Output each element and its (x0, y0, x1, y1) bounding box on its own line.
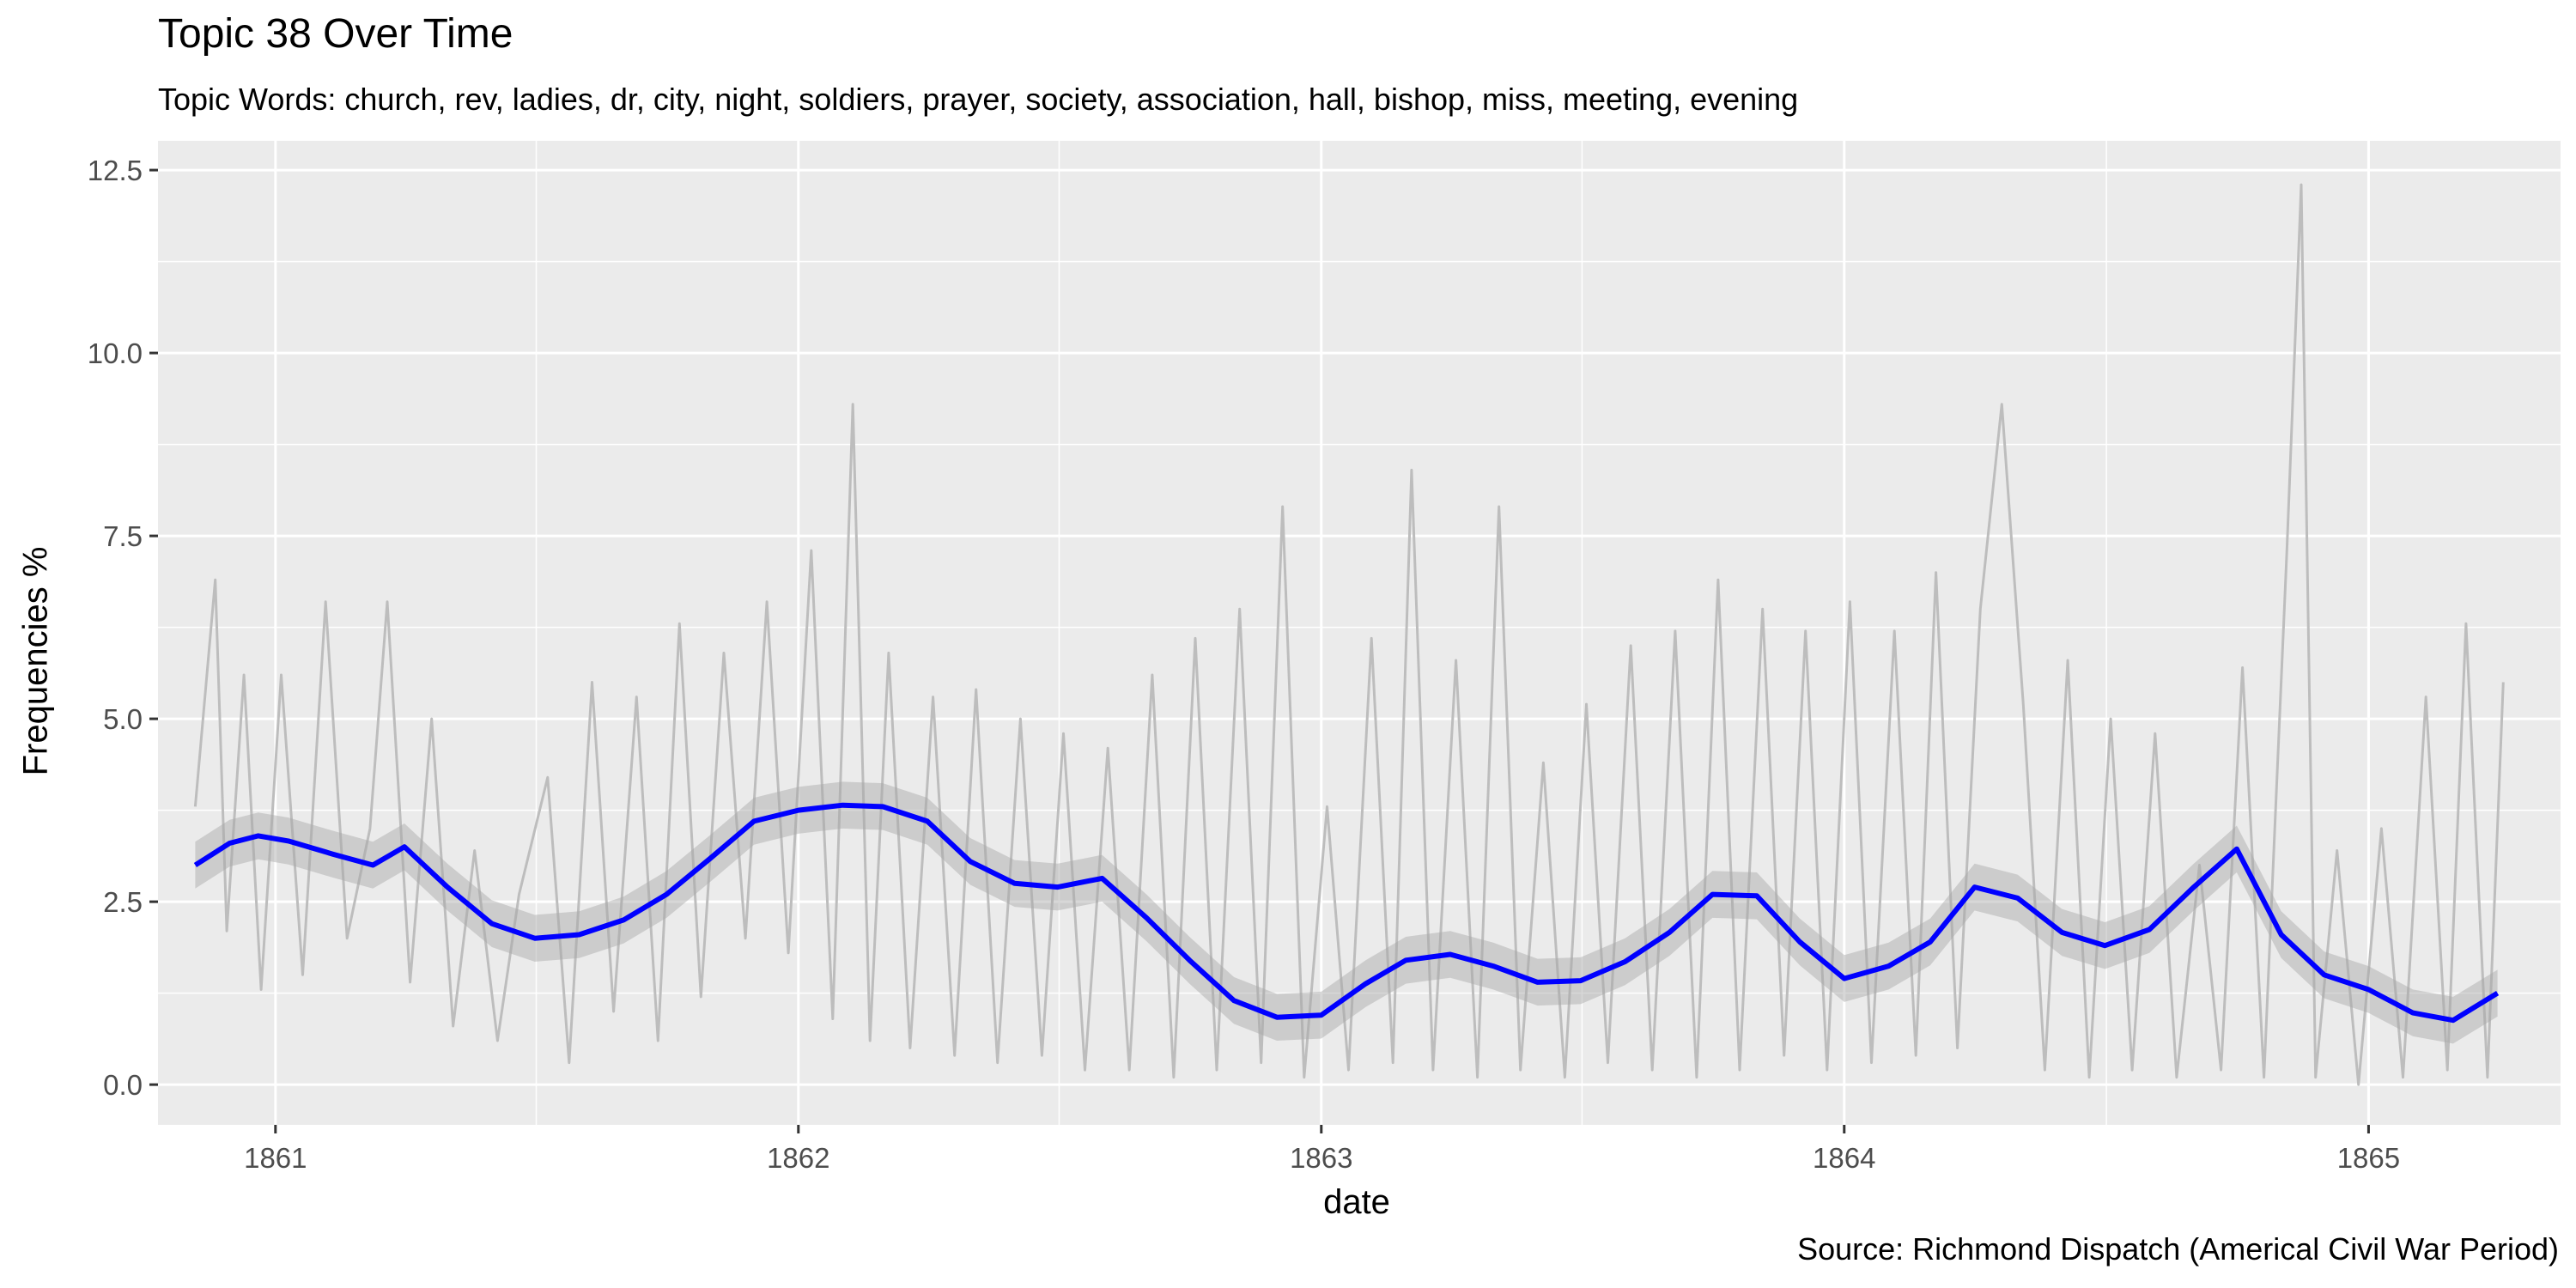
x-tick-label: 1863 (1290, 1142, 1352, 1174)
x-tick-label: 1864 (1813, 1142, 1875, 1174)
y-tick-label: 0.0 (103, 1069, 143, 1101)
x-axis-label: date (1323, 1183, 1390, 1221)
y-tick-label: 10.0 (88, 337, 143, 369)
y-tick-label: 2.5 (103, 886, 143, 918)
raw-series-line (193, 183, 2505, 1086)
smoothed-trend-line (193, 802, 2500, 1024)
chart-subtitle: Topic Words: church, rev, ladies, dr, ci… (158, 82, 1799, 117)
x-tick-label: 1861 (244, 1142, 307, 1174)
y-tick-label: 7.5 (103, 520, 143, 552)
x-tick-label: 1865 (2337, 1142, 2400, 1174)
chart-caption: Source: Richmond Dispatch (Americal Civi… (1797, 1231, 2559, 1267)
x-tick-label: 1862 (767, 1142, 829, 1174)
panel-background (158, 141, 2561, 1125)
chart-title: Topic 38 Over Time (158, 11, 513, 57)
y-tick-label: 5.0 (103, 703, 143, 735)
y-tick-label: 12.5 (88, 155, 143, 186)
